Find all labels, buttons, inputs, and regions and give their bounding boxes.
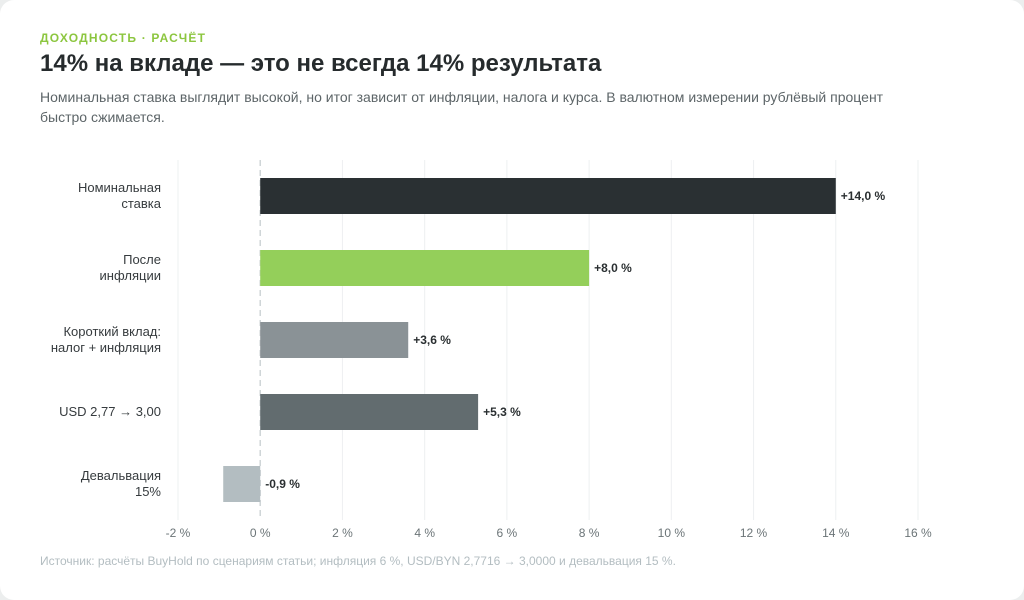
- category-label-line: Девальвация: [81, 468, 161, 483]
- x-tick-label: 6 %: [497, 526, 518, 540]
- category-label: Короткий вклад: налог + инфляция: [51, 324, 161, 355]
- category-label-line: Короткий вклад:: [63, 324, 161, 339]
- category-label-line: налог + инфляция: [51, 340, 161, 355]
- category-label-line: Номинальная: [78, 180, 161, 195]
- x-tick-label: 2 %: [332, 526, 353, 540]
- category-label: После инфляции: [100, 252, 161, 283]
- x-tick-label: 4 %: [414, 526, 435, 540]
- x-tick-label: -2 %: [166, 526, 191, 540]
- data-label: +8,0 %: [594, 261, 632, 275]
- x-tick-label: 8 %: [579, 526, 600, 540]
- category-label-line: После: [123, 252, 161, 267]
- bar: [260, 178, 836, 214]
- category-label-line: ставка: [121, 196, 161, 211]
- bar: [260, 250, 590, 286]
- data-label: -0,9 %: [265, 477, 300, 491]
- bar: [260, 394, 479, 430]
- bar: [260, 322, 409, 358]
- x-tick-label: 14 %: [822, 526, 850, 540]
- category-label-line: инфляции: [100, 268, 161, 283]
- source-note: Источник: расчёты BuyHold по сценариям с…: [40, 554, 676, 568]
- data-label: +14,0 %: [841, 189, 886, 203]
- eyebrow-label: ДОХОДНОСТЬ · РАСЧЁТ: [40, 31, 207, 45]
- category-label: Номинальная ставка: [78, 180, 162, 211]
- x-tick-label: 16 %: [904, 526, 932, 540]
- bar: [223, 466, 261, 502]
- x-tick-label: 0 %: [250, 526, 271, 540]
- x-tick-label: 10 %: [658, 526, 686, 540]
- chart-subtitle: Номинальная ставка выглядит высокой, но …: [40, 89, 884, 125]
- chart-title: 14% на вкладе — это не всегда 14% резуль…: [40, 50, 602, 77]
- data-label: +3,6 %: [413, 333, 451, 347]
- category-label: Девальвация 15%: [81, 468, 162, 499]
- category-label: USD 2,77 → 3,00: [59, 404, 161, 419]
- category-label-line: 15%: [135, 484, 161, 499]
- category-label-line: USD 2,77 → 3,00: [59, 404, 161, 419]
- data-label: +5,3 %: [483, 405, 521, 419]
- x-tick-label: 12 %: [740, 526, 768, 540]
